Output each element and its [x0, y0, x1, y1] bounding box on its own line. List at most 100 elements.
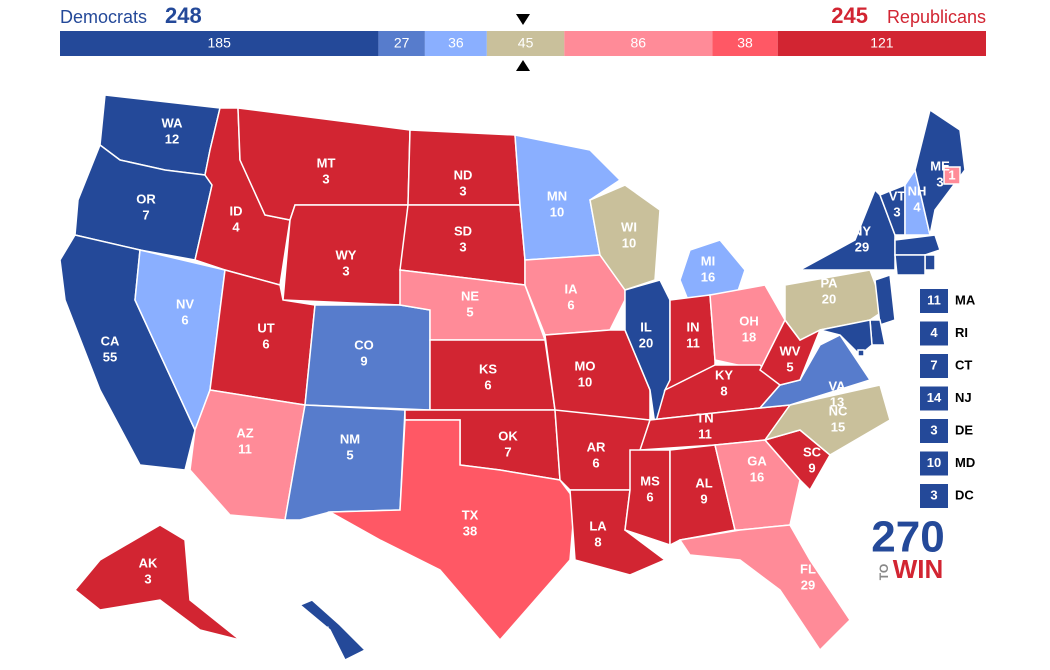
small-state-ev: 3: [930, 487, 937, 502]
state-abbr: CA: [101, 333, 120, 348]
small-state-ev: 3: [930, 422, 937, 437]
state-ev: 18: [742, 329, 756, 344]
state-ev: 8: [720, 383, 727, 398]
state-abbr: AR: [587, 439, 606, 454]
state-abbr: OH: [739, 313, 759, 328]
small-state-box: [920, 354, 948, 378]
state-abbr: VA: [828, 378, 846, 393]
logo-to: TO: [877, 564, 891, 580]
small-state-box: [920, 419, 948, 443]
bar-segment: [60, 31, 379, 56]
small-state-box: [920, 451, 948, 476]
state-abbr: WY: [336, 247, 357, 262]
state-abbr: SD: [454, 223, 472, 238]
state-ev: 10: [622, 235, 636, 250]
state-ev: 3: [144, 571, 151, 586]
bar-segment: [712, 31, 778, 56]
state-abbr: AZ: [236, 425, 253, 440]
state-abbr: UT: [257, 320, 274, 335]
small-state: [819, 319, 873, 357]
state-abbr: MN: [547, 188, 567, 203]
bar-segment: [777, 31, 986, 56]
small-state-abbr: DE: [955, 422, 973, 437]
small-state: [857, 349, 865, 357]
state-abbr: IA: [565, 281, 579, 296]
state-abbr: KY: [715, 367, 733, 382]
state-ev: 5: [466, 304, 473, 319]
state-ev: 8: [594, 534, 601, 549]
state-ev: 4: [913, 199, 921, 214]
state-abbr: NE: [461, 288, 479, 303]
marker-bottom: [516, 60, 530, 71]
state-ev: 7: [142, 207, 149, 222]
small-state-abbr: CT: [955, 357, 972, 372]
state-abbr: TN: [696, 410, 713, 425]
small-state-ev: 11: [927, 292, 941, 307]
state-abbr: NY: [853, 223, 871, 238]
state-ev: 5: [786, 359, 793, 374]
bar-label: 121: [870, 35, 894, 51]
state-ev: 6: [484, 377, 491, 392]
state-abbr: AK: [139, 555, 158, 570]
state-abbr: VT: [889, 188, 906, 203]
small-state-box: [920, 321, 948, 346]
state-ev: 6: [181, 312, 188, 327]
state-ev: 10: [550, 204, 564, 219]
state-abbr: CO: [354, 337, 374, 352]
state-ev: 6: [592, 455, 599, 470]
state-ev: 6: [567, 297, 574, 312]
state-abbr: AL: [695, 475, 712, 490]
rep-total: 245: [831, 3, 868, 28]
state-ev: 13: [830, 394, 844, 409]
marker-top: [516, 14, 530, 25]
state-ev: 6: [646, 489, 653, 504]
state: [282, 204, 409, 306]
state-ev: 11: [238, 441, 252, 456]
maine-district: [943, 166, 961, 185]
state: [327, 419, 576, 642]
bar-label: 45: [518, 35, 534, 51]
small-state-ev: 10: [927, 455, 941, 470]
state-ev: 16: [701, 269, 715, 284]
state-ev: 15: [831, 419, 845, 434]
small-state-ev: 4: [930, 325, 938, 340]
state-abbr: ID: [230, 203, 243, 218]
state-abbr: HI: [317, 623, 330, 638]
state-abbr: IL: [640, 319, 652, 334]
state-ev: 5: [346, 447, 353, 462]
state-ev: 38: [463, 523, 477, 538]
small-state-box: [920, 386, 948, 411]
state: [298, 599, 367, 662]
small-state: [924, 254, 936, 271]
bar-label: 27: [394, 35, 410, 51]
state-abbr: GA: [747, 453, 767, 468]
small-state-box: [920, 484, 948, 508]
small-state-abbr: MA: [955, 292, 976, 307]
small-state: [894, 234, 941, 256]
bar-label: 38: [737, 35, 753, 51]
state: [284, 404, 406, 521]
state-ev: 4: [232, 219, 240, 234]
logo-win: WIN: [893, 554, 944, 584]
state-ev: 3: [322, 171, 329, 186]
state-abbr: OK: [498, 428, 518, 443]
small-state-abbr: MD: [955, 455, 975, 470]
state-ev: 4: [319, 639, 327, 654]
maine-district-ev: 1: [948, 167, 955, 182]
state-ev: 3: [342, 263, 349, 278]
dem-label: Democrats: [60, 7, 147, 27]
small-state-box: [920, 289, 948, 313]
bar-segment: [378, 31, 425, 56]
bar: 185 27 36 45 86 38 121: [60, 31, 986, 56]
state-ev: 3: [893, 204, 900, 219]
state-abbr: OR: [136, 191, 156, 206]
bar-segment: [424, 31, 487, 56]
state-ev: 11: [698, 426, 712, 441]
state-ev: 9: [360, 353, 367, 368]
state-ev: 3: [459, 239, 466, 254]
small-state-ev: 7: [930, 357, 937, 372]
rep-label: Republicans: [887, 7, 986, 27]
bar-segment: [486, 31, 565, 56]
